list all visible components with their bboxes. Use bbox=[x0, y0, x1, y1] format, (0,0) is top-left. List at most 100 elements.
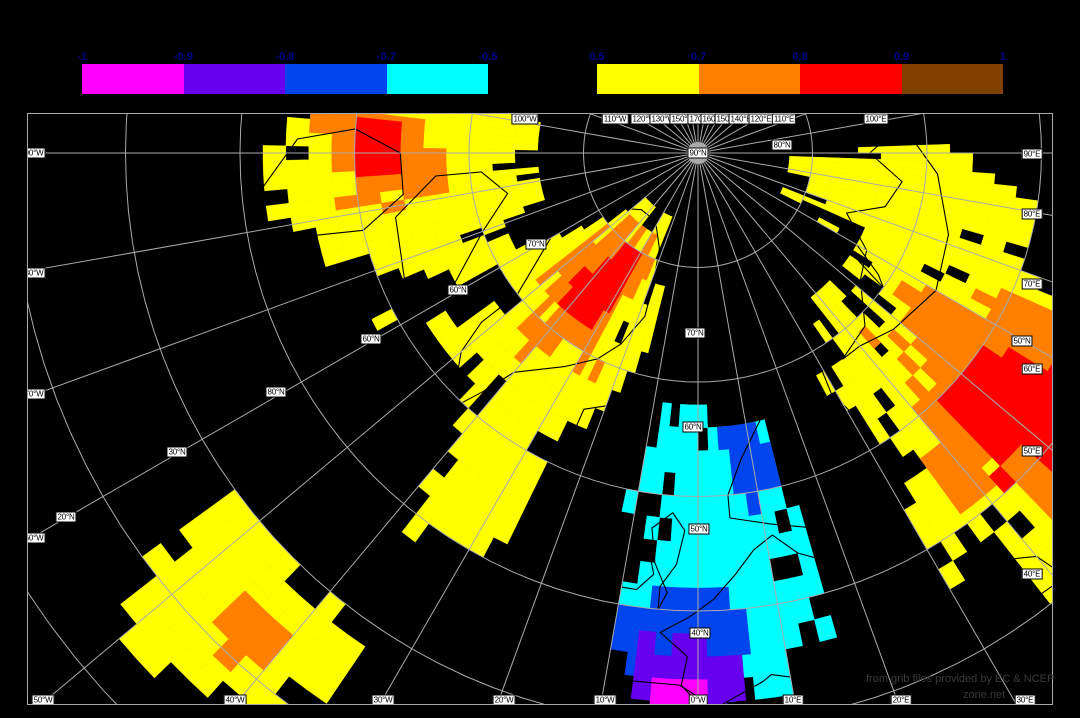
field-blob-12 bbox=[716, 421, 782, 517]
coastline-3 bbox=[576, 405, 627, 443]
left-lon-label-1: 80°W bbox=[28, 267, 46, 279]
bottom-lon-label-3: 20°W bbox=[492, 694, 516, 705]
bottom-lon-label-6: 10°E bbox=[782, 694, 804, 705]
parallel-60 bbox=[353, 114, 1043, 498]
top-lon-label-1: 110°W bbox=[601, 114, 629, 125]
coastline-13 bbox=[839, 227, 884, 288]
pos-cbar-segment-2 bbox=[800, 64, 902, 94]
meridian--30 bbox=[379, 152, 699, 704]
lat-label-5: 60°N bbox=[360, 333, 382, 345]
meridian-50 bbox=[697, 152, 1052, 451]
lat-label-11: 80°N bbox=[265, 386, 287, 398]
left-lon-label-2: 70°W bbox=[28, 388, 46, 400]
right-lon-label-0: 90°E bbox=[1021, 148, 1043, 160]
coastline-1 bbox=[395, 171, 509, 284]
lat-label-6: 50°N bbox=[688, 523, 710, 535]
bottom-lon-label-4: 10°W bbox=[593, 694, 617, 705]
neg-cbar-segment-2 bbox=[285, 64, 387, 94]
lat-label-10: 20°N bbox=[55, 511, 77, 523]
neg-cbar-segment-0 bbox=[82, 64, 184, 94]
pos-cbar-tick-2: 0.8 bbox=[792, 51, 808, 63]
right-lon-label-5: 40°E bbox=[1021, 568, 1043, 580]
positive-colorbar-ticks: 0.5 0.7 0.8 0.9 1 bbox=[589, 50, 1007, 64]
bottom-lon-label-5: 0°W bbox=[688, 694, 708, 705]
top-lon-label-0: 100°W bbox=[511, 114, 539, 125]
neg-cbar-tick-3: -0.7 bbox=[377, 51, 396, 63]
pos-cbar-tick-0: 0.5 bbox=[589, 51, 605, 63]
field-blob-17 bbox=[936, 344, 1052, 494]
lat-label-1: 70°N bbox=[525, 238, 547, 250]
pos-cbar-segment-1 bbox=[698, 64, 800, 94]
bottom-lon-label-2: 30°W bbox=[371, 694, 395, 705]
meridian-20 bbox=[697, 152, 900, 704]
right-lon-label-1: 80°E bbox=[1021, 208, 1043, 220]
parallel-50 bbox=[239, 114, 1052, 612]
left-lon-label-0: 90°W bbox=[28, 147, 46, 159]
credit-line-1: from grib files provided by EC & NCEP bbox=[866, 673, 1055, 685]
left-lon-label-3: 60°W bbox=[28, 532, 46, 544]
neg-cbar-segment-3 bbox=[386, 64, 488, 94]
map-canvas bbox=[28, 114, 1052, 704]
credit-line-2: zone.net bbox=[963, 689, 1006, 701]
pos-cbar-segment-0 bbox=[597, 64, 699, 94]
coastline-0 bbox=[454, 199, 660, 405]
lat-label-2: 70°N bbox=[684, 327, 706, 339]
coastline-5 bbox=[651, 512, 686, 610]
parallel-70 bbox=[468, 114, 928, 383]
pos-cbar-segment-3 bbox=[901, 64, 1003, 94]
bottom-lon-label-7: 20°E bbox=[890, 694, 912, 705]
field-blob-6 bbox=[401, 433, 548, 558]
lat-label-0: 80°N bbox=[771, 139, 793, 151]
top-lon-label-9: 120°E bbox=[748, 114, 774, 125]
meridian--50 bbox=[40, 152, 699, 704]
meridian--10 bbox=[600, 152, 699, 704]
lat-label-9: 30°N bbox=[166, 446, 188, 458]
neg-cbar-tick-1: -0.9 bbox=[174, 51, 193, 63]
meridian-70 bbox=[697, 152, 1052, 283]
bottom-lon-label-1: 40°W bbox=[223, 694, 247, 705]
pos-cbar-tick-1: 0.7 bbox=[690, 51, 707, 63]
meridian--40 bbox=[235, 152, 699, 704]
meridian-10 bbox=[697, 152, 796, 704]
coastline-10 bbox=[968, 555, 1052, 645]
right-lon-label-3: 60°E bbox=[1021, 363, 1043, 375]
lat-label-8: 40°N bbox=[689, 627, 711, 639]
top-lon-label-11: 100°E bbox=[863, 114, 889, 125]
pos-cbar-tick-3: 0.9 bbox=[893, 51, 910, 63]
meridian-100 bbox=[697, 114, 923, 154]
coastline-14 bbox=[300, 289, 388, 410]
pole-label: 90°N bbox=[687, 147, 709, 159]
right-lon-label-2: 70°E bbox=[1021, 278, 1043, 290]
positive-anomaly-colorbar bbox=[597, 64, 1003, 94]
coastline-4 bbox=[727, 347, 860, 528]
right-lon-label-4: 50°E bbox=[1021, 445, 1043, 457]
meridian-30 bbox=[697, 152, 1017, 704]
field-blob-7 bbox=[118, 489, 366, 704]
coastline-8 bbox=[610, 679, 709, 704]
lat-label-7: 50°N bbox=[1011, 335, 1033, 347]
parallel-80 bbox=[582, 114, 814, 269]
pos-cbar-tick-4: 1 bbox=[999, 51, 1007, 63]
meridian--60 bbox=[28, 152, 699, 541]
meridian--20 bbox=[496, 152, 699, 704]
lat-label-4: 60°N bbox=[682, 421, 704, 433]
negative-anomaly-colorbar bbox=[82, 64, 488, 94]
bottom-lon-label-0: 50°W bbox=[31, 694, 55, 705]
top-lon-label-10: 110°E bbox=[771, 114, 797, 125]
meridian--80 bbox=[28, 152, 699, 272]
bottom-lon-label-8: 30°E bbox=[1014, 694, 1036, 705]
meridian-80 bbox=[697, 152, 1052, 216]
lat-label-3: 60°N bbox=[447, 284, 469, 296]
meridian-60 bbox=[697, 152, 1052, 358]
meridian--70 bbox=[28, 152, 699, 398]
field-blob-2 bbox=[354, 116, 403, 178]
meridian-40 bbox=[697, 152, 1052, 576]
polar-stereographic-map[interactable]: 80°N 70°N 70°N 60°N 60°N 60°N 50°N 50°N 40°N 30°N… bbox=[27, 113, 1053, 705]
neg-cbar-tick-4: -0.5 bbox=[478, 51, 498, 63]
neg-cbar-tick-0: -1 bbox=[77, 51, 87, 63]
negative-colorbar-ticks: -1 -0.9 -0.8 -0.7 -0.5 bbox=[77, 50, 497, 64]
meridian--100 bbox=[473, 114, 699, 154]
neg-cbar-tick-2: -0.8 bbox=[275, 51, 295, 63]
neg-cbar-segment-1 bbox=[183, 64, 285, 94]
